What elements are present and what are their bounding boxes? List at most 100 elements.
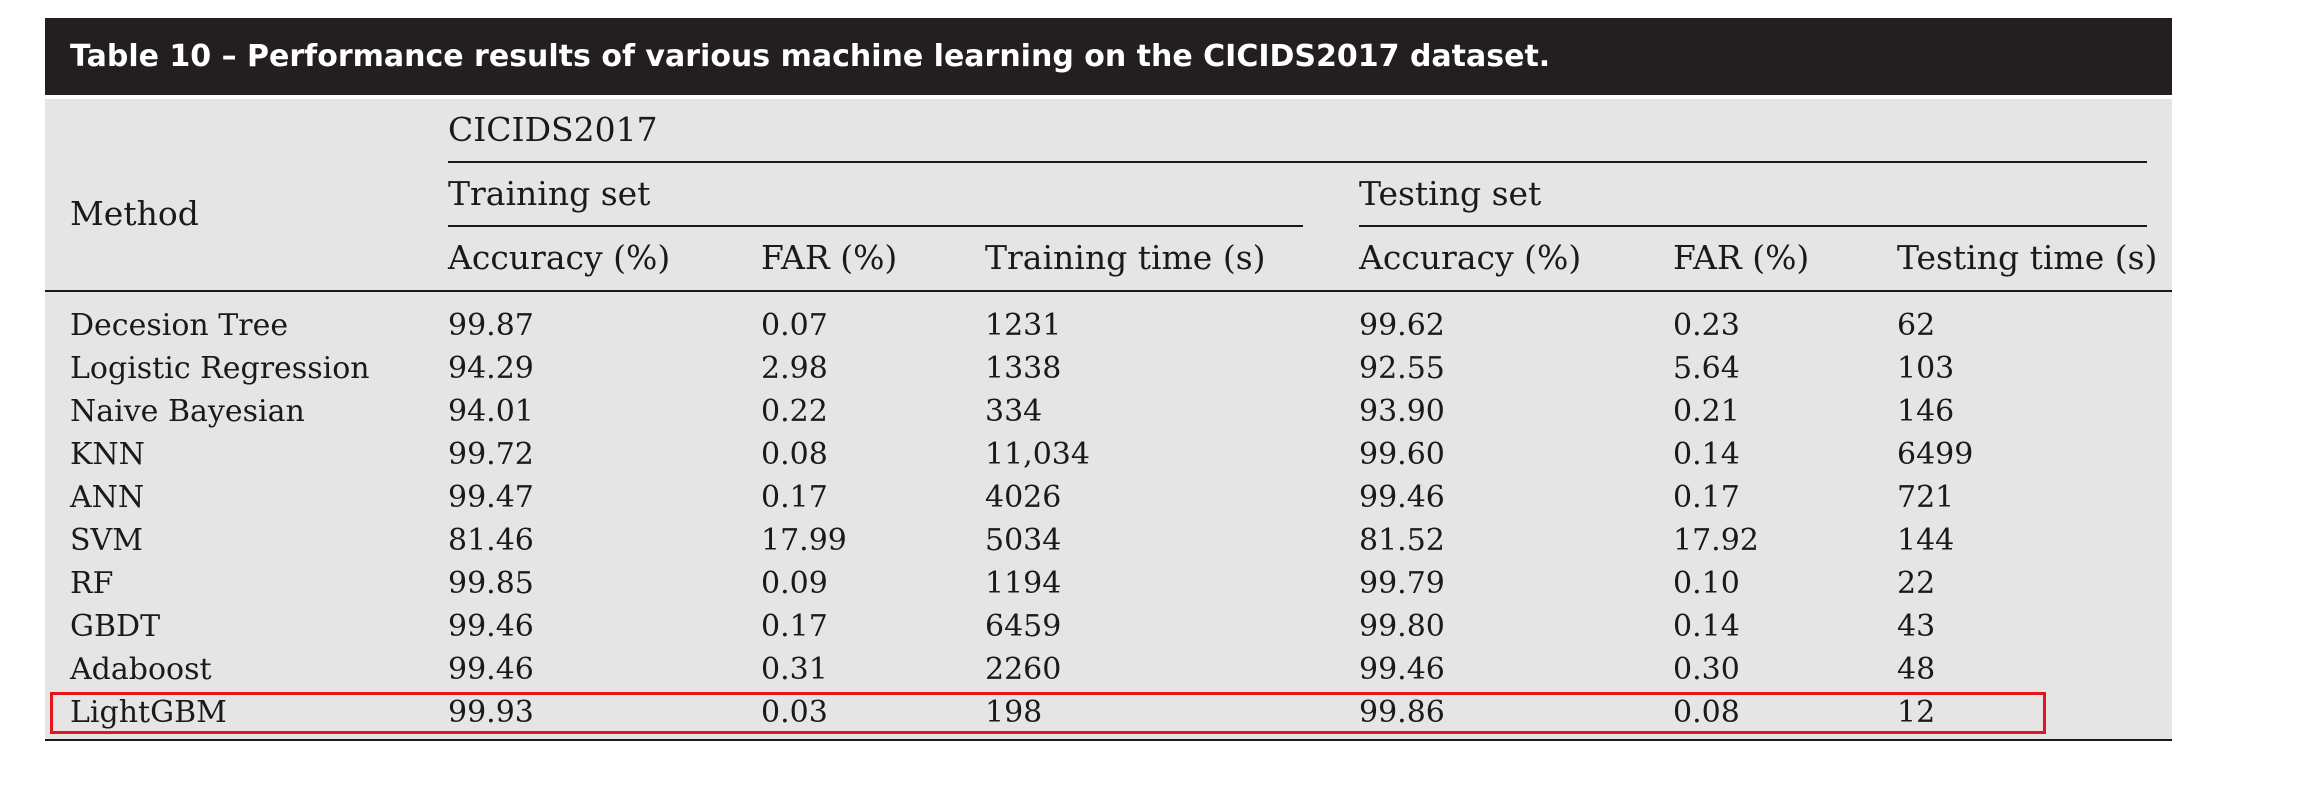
testing-set-header: Testing set xyxy=(1359,174,1542,213)
col-header-train-accuracy: Accuracy (%) xyxy=(448,238,671,277)
table-row: Decesion Tree 99.87 0.07 1231 99.62 0.23… xyxy=(45,304,2172,347)
test-accuracy-cell: 99.46 xyxy=(1359,652,1445,687)
train-far-cell: 0.07 xyxy=(761,308,828,343)
test-far-cell: 17.92 xyxy=(1673,523,1759,558)
results-table: Table 10 – Performance results of variou… xyxy=(45,18,2172,741)
highlight-box xyxy=(50,692,2046,734)
train-accuracy-cell: 99.46 xyxy=(448,609,534,644)
table-row: Adaboost 99.46 0.31 2260 99.46 0.30 48 xyxy=(45,648,2172,691)
train-far-cell: 0.31 xyxy=(761,652,828,687)
header-rule xyxy=(45,290,2172,292)
table-row: Logistic Regression 94.29 2.98 1338 92.5… xyxy=(45,347,2172,390)
train-far-cell: 0.17 xyxy=(761,609,828,644)
test-far-cell: 0.30 xyxy=(1673,652,1740,687)
train-accuracy-cell: 94.29 xyxy=(448,351,534,386)
training-time-cell: 4026 xyxy=(985,480,1062,515)
method-cell: LightGBM xyxy=(70,695,227,730)
test-accuracy-cell: 99.80 xyxy=(1359,609,1445,644)
test-accuracy-cell: 99.46 xyxy=(1359,480,1445,515)
test-accuracy-cell: 99.79 xyxy=(1359,566,1445,601)
test-far-cell: 0.21 xyxy=(1673,394,1740,429)
test-far-cell: 0.14 xyxy=(1673,609,1740,644)
testing-time-cell: 146 xyxy=(1897,394,1955,429)
col-header-training-time: Training time (s) xyxy=(985,238,1266,277)
train-accuracy-cell: 99.46 xyxy=(448,652,534,687)
test-accuracy-cell: 93.90 xyxy=(1359,394,1445,429)
table-row-highlighted: LightGBM 99.93 0.03 198 99.86 0.08 12 xyxy=(45,691,2172,734)
train-accuracy-cell: 99.93 xyxy=(448,695,534,730)
table-row: SVM 81.46 17.99 5034 81.52 17.92 144 xyxy=(45,519,2172,562)
test-far-cell: 0.08 xyxy=(1673,695,1740,730)
testing-time-cell: 62 xyxy=(1897,308,1936,343)
method-cell: Adaboost xyxy=(70,652,212,687)
train-accuracy-cell: 94.01 xyxy=(448,394,534,429)
test-far-cell: 0.23 xyxy=(1673,308,1740,343)
training-time-cell: 1338 xyxy=(985,351,1062,386)
testing-time-cell: 22 xyxy=(1897,566,1936,601)
method-cell: SVM xyxy=(70,523,143,558)
method-cell: RF xyxy=(70,566,114,601)
bottom-rule xyxy=(45,739,2172,741)
train-accuracy-cell: 99.72 xyxy=(448,437,534,472)
method-cell: KNN xyxy=(70,437,145,472)
testing-set-rule xyxy=(1359,225,2147,227)
test-accuracy-cell: 81.52 xyxy=(1359,523,1445,558)
table-row: KNN 99.72 0.08 11,034 99.60 0.14 6499 xyxy=(45,433,2172,476)
training-time-cell: 1194 xyxy=(985,566,1062,601)
col-header-test-far: FAR (%) xyxy=(1673,238,1810,277)
table-row: ANN 99.47 0.17 4026 99.46 0.17 721 xyxy=(45,476,2172,519)
method-cell: GBDT xyxy=(70,609,161,644)
test-far-cell: 0.17 xyxy=(1673,480,1740,515)
method-cell: Naive Bayesian xyxy=(70,394,305,429)
train-accuracy-cell: 99.85 xyxy=(448,566,534,601)
train-far-cell: 0.17 xyxy=(761,480,828,515)
dataset-header: CICIDS2017 xyxy=(448,110,658,149)
train-far-cell: 17.99 xyxy=(761,523,847,558)
title-divider xyxy=(45,95,2172,99)
test-accuracy-cell: 99.62 xyxy=(1359,308,1445,343)
testing-time-cell: 12 xyxy=(1897,695,1936,730)
train-far-cell: 2.98 xyxy=(761,351,828,386)
test-far-cell: 0.14 xyxy=(1673,437,1740,472)
table-row: GBDT 99.46 0.17 6459 99.80 0.14 43 xyxy=(45,605,2172,648)
testing-time-cell: 144 xyxy=(1897,523,1955,558)
testing-time-cell: 48 xyxy=(1897,652,1936,687)
dataset-rule xyxy=(448,161,2147,163)
training-time-cell: 6459 xyxy=(985,609,1062,644)
method-header: Method xyxy=(70,194,199,233)
train-accuracy-cell: 99.47 xyxy=(448,480,534,515)
test-accuracy-cell: 99.86 xyxy=(1359,695,1445,730)
table-row: Naive Bayesian 94.01 0.22 334 93.90 0.21… xyxy=(45,390,2172,433)
method-cell: Decesion Tree xyxy=(70,308,289,343)
method-cell: ANN xyxy=(70,480,145,515)
test-far-cell: 5.64 xyxy=(1673,351,1740,386)
table-title: Table 10 – Performance results of variou… xyxy=(45,18,2172,95)
test-accuracy-cell: 92.55 xyxy=(1359,351,1445,386)
testing-time-cell: 721 xyxy=(1897,480,1955,515)
testing-time-cell: 103 xyxy=(1897,351,1955,386)
train-far-cell: 0.08 xyxy=(761,437,828,472)
train-far-cell: 0.22 xyxy=(761,394,828,429)
training-time-cell: 5034 xyxy=(985,523,1062,558)
training-time-cell: 198 xyxy=(985,695,1043,730)
train-far-cell: 0.09 xyxy=(761,566,828,601)
test-far-cell: 0.10 xyxy=(1673,566,1740,601)
table-body: Decesion Tree 99.87 0.07 1231 99.62 0.23… xyxy=(45,304,2172,734)
col-header-testing-time: Testing time (s) xyxy=(1897,238,2158,277)
training-time-cell: 334 xyxy=(985,394,1043,429)
col-header-train-far: FAR (%) xyxy=(761,238,898,277)
training-time-cell: 11,034 xyxy=(985,437,1090,472)
testing-time-cell: 6499 xyxy=(1897,437,1974,472)
train-accuracy-cell: 99.87 xyxy=(448,308,534,343)
training-time-cell: 2260 xyxy=(985,652,1062,687)
method-cell: Logistic Regression xyxy=(70,351,370,386)
col-header-test-accuracy: Accuracy (%) xyxy=(1359,238,1582,277)
test-accuracy-cell: 99.60 xyxy=(1359,437,1445,472)
train-far-cell: 0.03 xyxy=(761,695,828,730)
training-set-rule xyxy=(448,225,1303,227)
table-row: RF 99.85 0.09 1194 99.79 0.10 22 xyxy=(45,562,2172,605)
train-accuracy-cell: 81.46 xyxy=(448,523,534,558)
training-time-cell: 1231 xyxy=(985,308,1062,343)
testing-time-cell: 43 xyxy=(1897,609,1936,644)
training-set-header: Training set xyxy=(448,174,651,213)
